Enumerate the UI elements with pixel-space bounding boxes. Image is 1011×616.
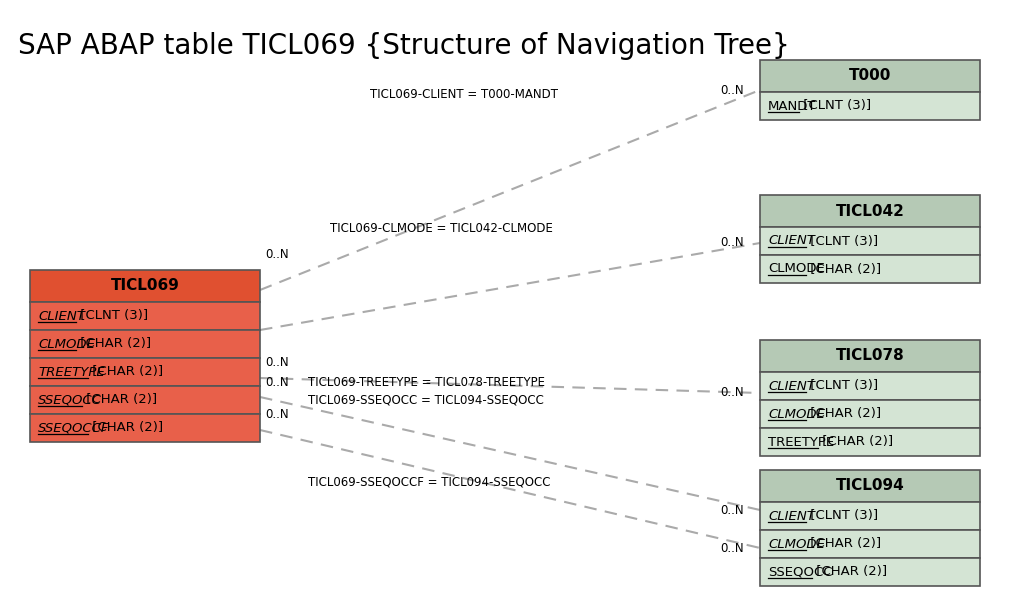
Text: TICL069: TICL069: [110, 278, 179, 293]
Text: 0..N: 0..N: [265, 376, 288, 389]
Bar: [759, 372, 979, 400]
Text: TICL069-SSEQOCC = TICL094-SSEQOCC: TICL069-SSEQOCC = TICL094-SSEQOCC: [307, 394, 543, 407]
Text: [CLNT (3)]: [CLNT (3)]: [805, 379, 878, 392]
Text: 0..N: 0..N: [265, 248, 288, 262]
Text: [CLNT (3)]: [CLNT (3)]: [805, 509, 878, 522]
Text: TICL069-CLMODE = TICL042-CLMODE: TICL069-CLMODE = TICL042-CLMODE: [330, 222, 552, 235]
Text: 0..N: 0..N: [719, 386, 743, 400]
Text: T000: T000: [848, 68, 891, 84]
Bar: [759, 428, 979, 456]
Text: [CLNT (3)]: [CLNT (3)]: [799, 100, 870, 113]
Text: 0..N: 0..N: [719, 503, 743, 516]
Text: [CHAR (2)]: [CHAR (2)]: [805, 262, 880, 275]
Text: CLMODE: CLMODE: [38, 338, 95, 351]
Text: 0..N: 0..N: [719, 84, 743, 97]
Text: 0..N: 0..N: [719, 541, 743, 554]
Bar: [759, 558, 979, 586]
Text: 0..N: 0..N: [265, 357, 288, 370]
Bar: [759, 502, 979, 530]
Text: TICL069-CLIENT = T000-MANDT: TICL069-CLIENT = T000-MANDT: [370, 89, 557, 102]
Text: [CHAR (2)]: [CHAR (2)]: [805, 538, 880, 551]
Text: [CHAR (2)]: [CHAR (2)]: [811, 565, 887, 578]
Text: TREETYPE: TREETYPE: [38, 365, 105, 378]
Bar: [30, 414, 260, 442]
Bar: [759, 60, 979, 92]
Text: CLIENT: CLIENT: [767, 509, 814, 522]
Text: SSEQOCCF: SSEQOCCF: [38, 421, 109, 434]
Bar: [759, 195, 979, 227]
Bar: [759, 530, 979, 558]
Bar: [30, 302, 260, 330]
Text: CLIENT: CLIENT: [38, 309, 85, 323]
Text: [CHAR (2)]: [CHAR (2)]: [82, 394, 157, 407]
Text: TICL069-TREETYPE = TICL078-TREETYPE: TICL069-TREETYPE = TICL078-TREETYPE: [307, 376, 545, 389]
Text: MANDT: MANDT: [767, 100, 816, 113]
Text: 0..N: 0..N: [265, 408, 288, 421]
Bar: [759, 255, 979, 283]
Text: CLMODE: CLMODE: [767, 262, 824, 275]
Text: 0..N: 0..N: [719, 237, 743, 249]
Bar: [759, 400, 979, 428]
Text: TICL078: TICL078: [835, 349, 904, 363]
Text: [CHAR (2)]: [CHAR (2)]: [805, 408, 880, 421]
Bar: [759, 227, 979, 255]
Bar: [30, 358, 260, 386]
Bar: [30, 330, 260, 358]
Text: [CLNT (3)]: [CLNT (3)]: [805, 235, 878, 248]
Bar: [759, 470, 979, 502]
Text: [CHAR (2)]: [CHAR (2)]: [818, 436, 893, 448]
Text: CLMODE: CLMODE: [767, 408, 824, 421]
Text: CLMODE: CLMODE: [767, 538, 824, 551]
Text: SAP ABAP table TICL069 {Structure of Navigation Tree}: SAP ABAP table TICL069 {Structure of Nav…: [18, 32, 789, 60]
Text: [CHAR (2)]: [CHAR (2)]: [88, 421, 164, 434]
Bar: [759, 340, 979, 372]
Text: CLIENT: CLIENT: [767, 235, 814, 248]
Bar: [30, 270, 260, 302]
Text: [CLNT (3)]: [CLNT (3)]: [76, 309, 148, 323]
Bar: [759, 92, 979, 120]
Bar: [30, 386, 260, 414]
Text: [CHAR (2)]: [CHAR (2)]: [76, 338, 151, 351]
Text: [CHAR (2)]: [CHAR (2)]: [88, 365, 164, 378]
Text: SSEQOCC: SSEQOCC: [767, 565, 832, 578]
Text: SSEQOCC: SSEQOCC: [38, 394, 102, 407]
Text: TICL069-SSEQOCCF = TICL094-SSEQOCC: TICL069-SSEQOCCF = TICL094-SSEQOCC: [307, 476, 550, 488]
Text: TREETYPE: TREETYPE: [767, 436, 833, 448]
Text: CLIENT: CLIENT: [767, 379, 814, 392]
Text: TICL094: TICL094: [835, 479, 904, 493]
Text: TICL042: TICL042: [835, 203, 904, 219]
